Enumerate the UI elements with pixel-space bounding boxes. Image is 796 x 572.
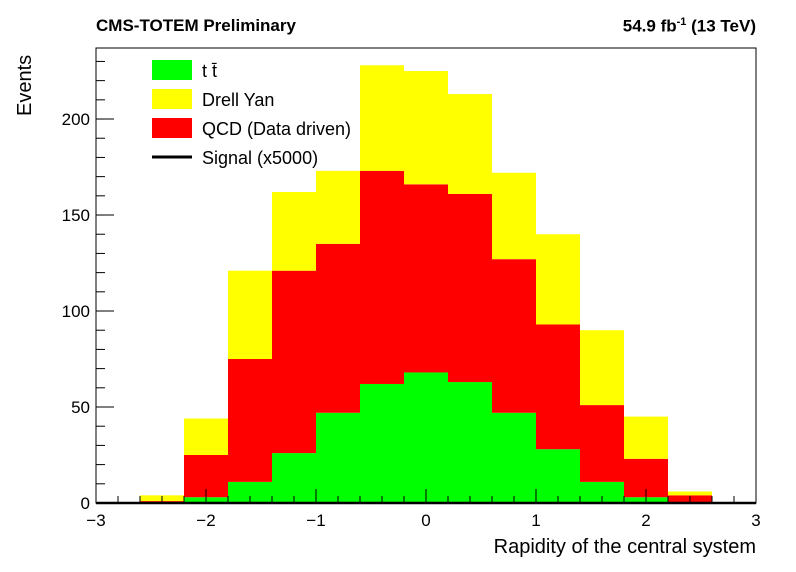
x-axis-label: Rapidity of the central system (493, 536, 756, 558)
bar-qcd-data-driven--7 (448, 193, 492, 383)
x-tick-label: −3 (86, 511, 105, 530)
bar-drell-yan-2 (228, 270, 272, 360)
legend-label: Signal (x5000) (202, 148, 318, 168)
axes: −3 −2 −1 0 1 2 3 0 50 100 150 200 (62, 47, 761, 530)
histogram-bars (140, 65, 712, 503)
energy-label: (13 TeV) (686, 16, 756, 36)
bar-qcd-data-driven--9 (536, 324, 580, 450)
bar-t-t--8 (492, 412, 536, 503)
bar-drell-yan-4 (316, 170, 360, 244)
lumi-value: 54.9 fb (622, 16, 677, 36)
experiment-label: CMS-TOTEM Preliminary (96, 16, 296, 35)
bar-t-t--7 (448, 382, 492, 503)
x-tick-label: −1 (306, 511, 325, 530)
x-tick-label: −2 (196, 511, 215, 530)
x-tick-label: 1 (531, 511, 540, 530)
legend-swatch (152, 118, 192, 138)
bar-qcd-data-driven--6 (404, 184, 448, 373)
bar-qcd-data-driven--2 (228, 359, 272, 482)
bar-t-t--5 (360, 383, 404, 503)
bar-qcd-data-driven--4 (316, 243, 360, 413)
legend-label: t t̄ (202, 61, 217, 81)
bar-t-t--3 (272, 453, 316, 503)
bar-drell-yan-5 (360, 65, 404, 171)
legend: t t̄ Drell Yan QCD (Data driven) Signal (x5… (152, 60, 351, 168)
bar-t-t--10 (580, 481, 624, 503)
y-tick-label: 150 (62, 206, 90, 225)
bar-t-t--9 (536, 449, 580, 503)
bar-drell-yan-3 (272, 191, 316, 271)
x-tick-label: 3 (751, 511, 760, 530)
bar-drell-yan-10 (580, 330, 624, 406)
legend-swatch (152, 89, 192, 109)
bar-t-t--2 (228, 481, 272, 503)
bar-drell-yan-11 (624, 416, 668, 459)
y-tick-label: 200 (62, 110, 90, 129)
bar-qcd-data-driven--10 (580, 405, 624, 482)
legend-swatch (152, 60, 192, 80)
bar-qcd-data-driven--5 (360, 170, 404, 384)
bar-qcd-data-driven--3 (272, 270, 316, 454)
bar-drell-yan-8 (492, 172, 536, 260)
bar-drell-yan-7 (448, 94, 492, 194)
bar-drell-yan-1 (184, 418, 228, 456)
legend-label: QCD (Data driven) (202, 119, 351, 139)
legend-label: Drell Yan (202, 90, 274, 110)
x-tick-label: 2 (641, 511, 650, 530)
y-axis-label: Events (14, 54, 36, 116)
bar-t-t--6 (404, 372, 448, 503)
bar-drell-yan-6 (404, 71, 448, 185)
y-tick-label: 50 (71, 398, 90, 417)
bar-t-t--4 (316, 412, 360, 503)
y-tick-label: 100 (62, 302, 90, 321)
bar-drell-yan-12 (668, 491, 712, 496)
luminosity-label: 54.9 fb-1 (13 TeV) (623, 16, 756, 37)
bar-drell-yan-9 (536, 234, 580, 325)
x-tick-label: 0 (421, 511, 430, 530)
bar-qcd-data-driven--8 (492, 259, 536, 413)
lumi-exponent: -1 (676, 16, 687, 28)
y-tick-label: 0 (81, 494, 90, 513)
